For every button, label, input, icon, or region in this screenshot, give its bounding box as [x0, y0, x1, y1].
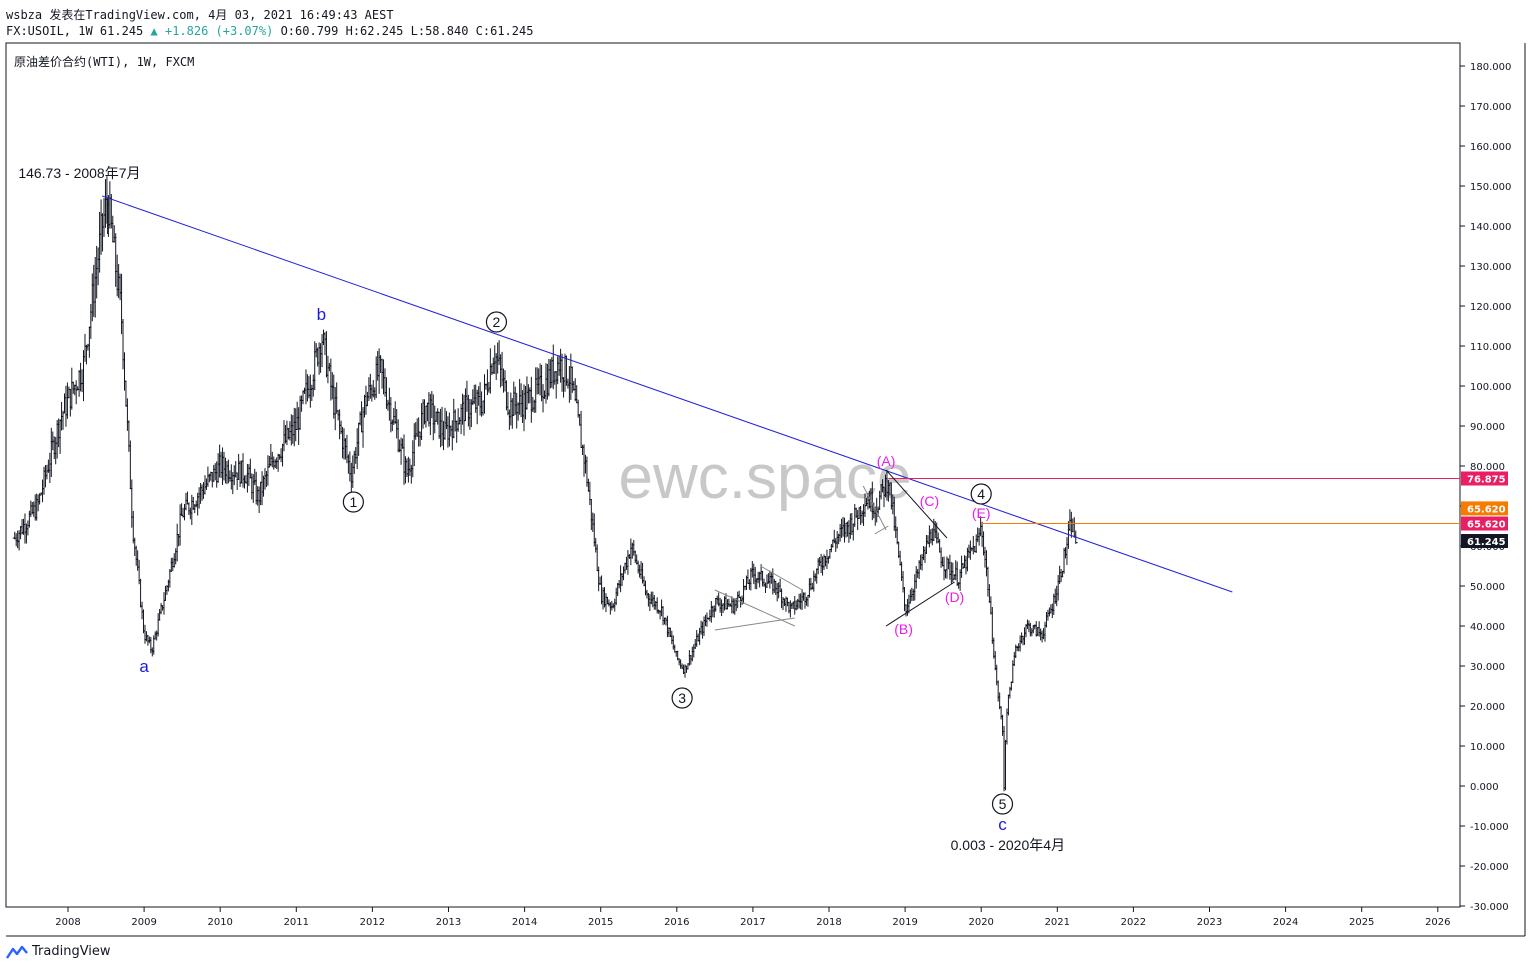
y-tick-label: 130.000 [1470, 262, 1511, 273]
symbol-price: FX:USOIL, 1W 61.245 [6, 24, 144, 38]
triangle-line-1 [885, 581, 955, 627]
price-axis[interactable]: 180.000 170.000 160.000 150.000 140.000 130.0… [1460, 62, 1511, 913]
x-tick-label: 2021 [1045, 917, 1070, 928]
y-tick-label: 40.000 [1470, 622, 1505, 633]
x-tick-label: 2014 [512, 917, 537, 928]
y-tick-label: 20.000 [1470, 702, 1505, 713]
drawing-lines [102, 195, 1460, 631]
y-tick-label: 10.000 [1470, 742, 1505, 753]
ohlc-values: O:60.799 H:62.245 L:58.840 C:61.245 [280, 24, 534, 38]
x-tick-label: 2012 [360, 917, 385, 928]
triangle-label: (C) [920, 493, 939, 509]
x-tick-label: 2020 [968, 917, 993, 928]
price-tag [1461, 501, 1508, 516]
y-tick-label: 160.000 [1470, 142, 1511, 153]
tradingview-logo-icon [6, 945, 28, 959]
pattern-line-4 [874, 525, 889, 535]
wave-circle-4 [970, 483, 992, 505]
chart-legend-title: 原油差价合约(WTI), 1W, FXCM [14, 54, 194, 69]
wave-circle-2 [485, 311, 508, 333]
pattern-line-3 [862, 485, 887, 531]
y-tick-label: 80.000 [1470, 462, 1505, 473]
wave-label-2: 2 [493, 314, 501, 330]
x-tick-label: 2009 [131, 917, 156, 928]
wave-label-3: 3 [678, 690, 686, 706]
price-tag-label: 65.620 [1467, 520, 1506, 531]
price-tag-label: 61.245 [1467, 537, 1506, 548]
y-tick-label: 90.000 [1470, 422, 1505, 433]
x-tick-label: 2025 [1349, 917, 1374, 928]
downtrend-line [102, 195, 1233, 593]
price-change: ▲ +1.826 (+3.07%) [150, 24, 274, 38]
x-tick-label: 2008 [55, 917, 80, 928]
wave-circle-3 [671, 687, 693, 709]
y-tick-label: -10.000 [1470, 822, 1509, 833]
y-tick-label: 30.000 [1470, 662, 1505, 673]
triangle-label: (E) [972, 505, 991, 521]
triangle-label: (B) [894, 621, 913, 637]
x-tick-label: 2011 [284, 917, 309, 928]
wave-label-5: 5 [999, 796, 1007, 812]
watermark: ewc.space [619, 443, 912, 512]
x-tick-label: 2023 [1197, 917, 1222, 928]
tradingview-brand[interactable]: TradingView [6, 944, 111, 959]
x-tick-label: 2017 [740, 917, 765, 928]
triangle-label: (A) [877, 453, 896, 469]
wave-letter-c: c [998, 815, 1007, 834]
y-tick-label: 110.000 [1470, 342, 1511, 353]
y-tick-label: 100.000 [1470, 382, 1511, 393]
wave-labels: 1 2 3 4 5 a b c (A) (B) (C) (D) (E) 146.73 - 2008年7月 0… [18, 165, 1065, 853]
y-tick-label: -30.000 [1470, 902, 1509, 913]
y-tick-label: 140.000 [1470, 222, 1511, 233]
pattern-line-1 [714, 617, 795, 631]
wave-letter-b: b [317, 305, 326, 324]
triangle-label: (D) [945, 589, 964, 605]
price-tag-label: 76.875 [1467, 475, 1506, 486]
y-tick-label: 170.000 [1470, 102, 1511, 113]
symbol-ohlc-line: FX:USOIL, 1W 61.245 ▲ +1.826 (+3.07%) O:… [6, 24, 533, 38]
x-tick-label: 2015 [588, 917, 613, 928]
wave-circle-1 [342, 491, 364, 513]
wave-label-1: 1 [349, 494, 357, 510]
x-tick-label: 2013 [436, 917, 461, 928]
x-tick-label: 2010 [207, 917, 232, 928]
x-tick-label: 2026 [1425, 917, 1450, 928]
x-tick-label: 2016 [664, 917, 689, 928]
y-tick-label: 50.000 [1470, 582, 1505, 593]
wave-circle-5 [991, 793, 1014, 815]
brand-label: TradingView [32, 944, 111, 959]
price-tag [1461, 516, 1508, 531]
time-axis[interactable]: 2008 2009 2010 2011 2012 2013 2014 2015 2016 2017… [55, 907, 1451, 928]
price-tag [1461, 471, 1508, 486]
price-annotation: 146.73 - 2008年7月 [18, 165, 140, 181]
x-tick-label: 2018 [816, 917, 841, 928]
wave-letter-a: a [139, 657, 149, 676]
y-tick-label: 120.000 [1470, 302, 1511, 313]
price-annotation: 0.003 - 2020年4月 [951, 837, 1065, 853]
y-tick-label: 150.000 [1470, 182, 1511, 193]
y-tick-label: 180.000 [1470, 62, 1511, 73]
y-tick-label: 0.000 [1470, 782, 1499, 793]
x-tick-label: 2024 [1273, 917, 1298, 928]
chart-pane-border [5, 42, 1461, 908]
price-tag [1461, 534, 1508, 549]
y-tick-label: -20.000 [1470, 862, 1509, 873]
publish-info: wsbza 发表在TradingView.com, 4月 03, 2021 16… [6, 8, 394, 22]
pattern-line-2 [760, 565, 803, 591]
wave-label-4: 4 [977, 486, 985, 502]
ohlc-bars [12, 176, 1078, 792]
price-tag-label: 65.620 [1467, 504, 1506, 515]
triangle-line-0 [885, 469, 948, 539]
x-tick-label: 2022 [1121, 917, 1146, 928]
x-tick-label: 2019 [892, 917, 917, 928]
